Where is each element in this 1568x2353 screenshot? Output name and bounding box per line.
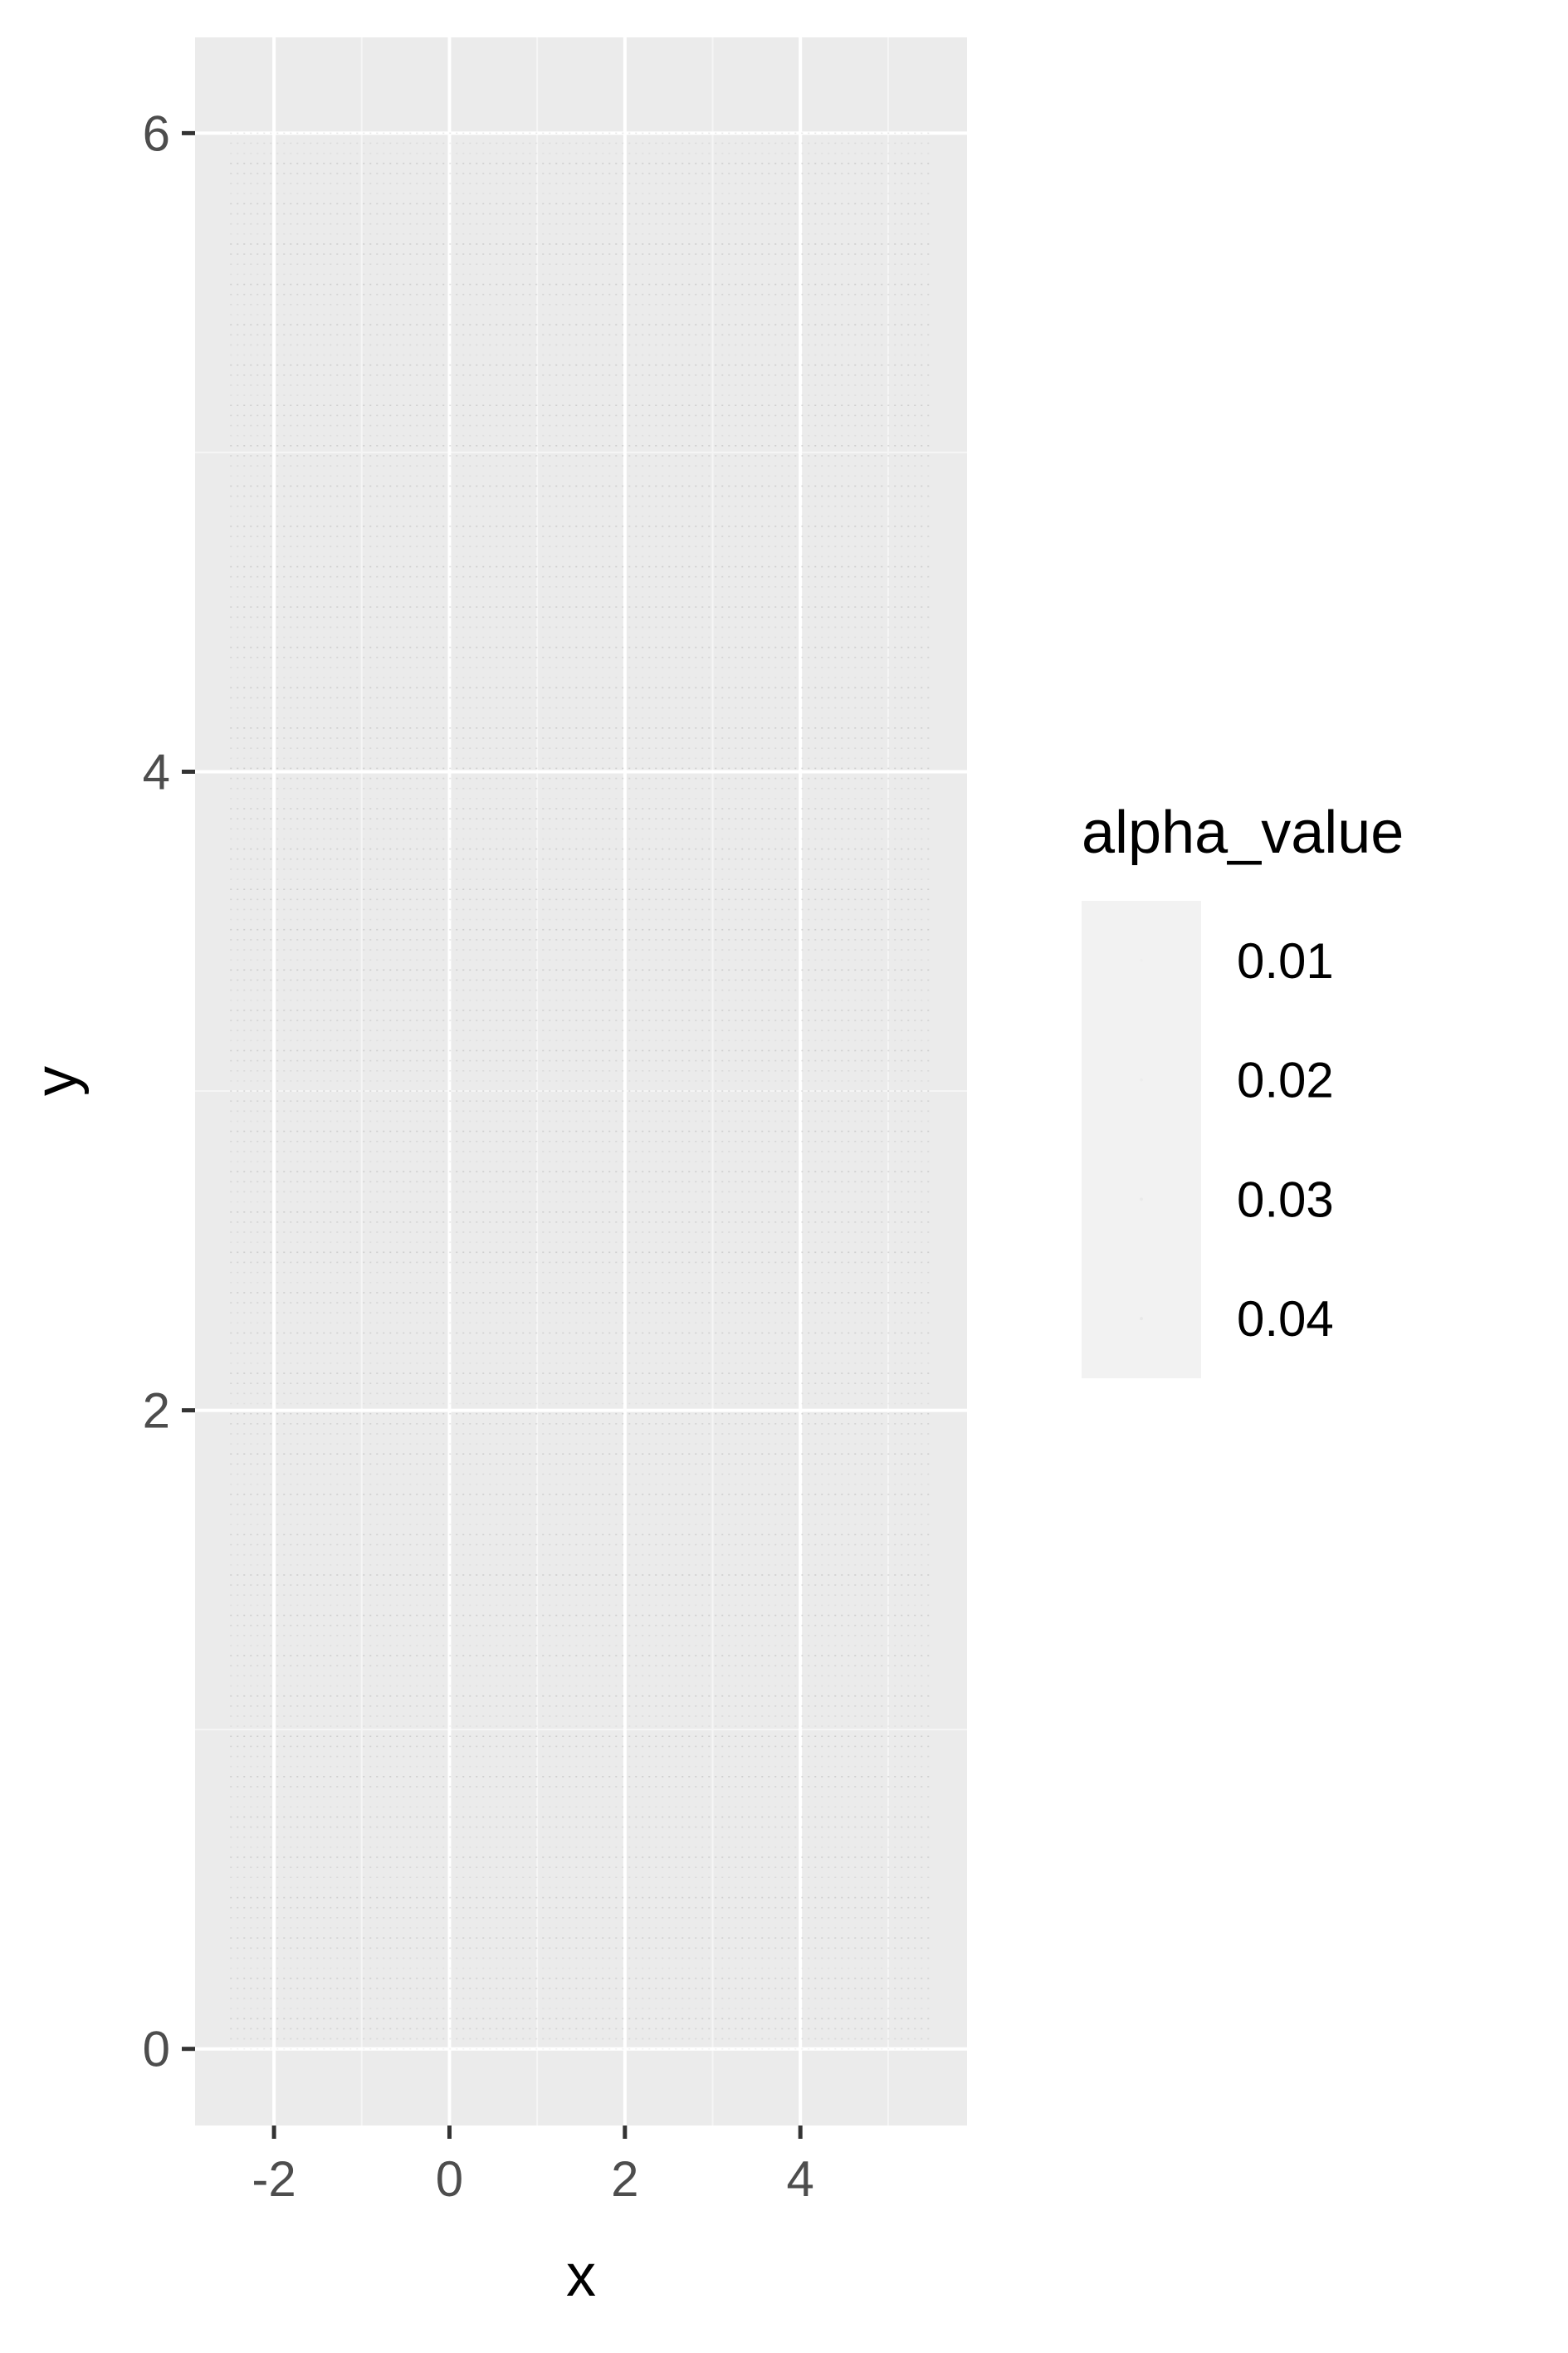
y-tick-label: 6 [143, 105, 170, 161]
y-axis-title: y [23, 1066, 90, 1096]
legend: alpha_value 0.01 0.02 0.03 0.04 [1082, 800, 1404, 1378]
major-grid [195, 37, 967, 2126]
legend-key-point [1140, 1317, 1143, 1321]
legend-label: 0.03 [1237, 1172, 1334, 1227]
x-tick-label: 0 [436, 2151, 463, 2207]
plot-panel [195, 37, 967, 2126]
point-layer [230, 132, 932, 2050]
legend-label: 0.01 [1237, 933, 1334, 989]
legend-key-point [1140, 959, 1143, 962]
legend-title: alpha_value [1082, 800, 1404, 866]
y-tick-label: 0 [143, 2022, 170, 2077]
y-tick-label: 2 [143, 1383, 170, 1439]
minor-grid [195, 37, 967, 2126]
x-tick-label: 4 [787, 2151, 814, 2207]
legend-label: 0.02 [1237, 1053, 1334, 1108]
legend-label: 0.04 [1237, 1291, 1334, 1347]
y-tick-label: 4 [143, 744, 170, 800]
legend-entries: 0.01 0.02 0.03 0.04 [1140, 933, 1334, 1347]
x-axis-title: x [566, 2243, 596, 2309]
legend-key-point [1140, 1197, 1143, 1201]
x-tick-label: -2 [252, 2151, 296, 2207]
legend-key-panel [1082, 901, 1201, 1378]
axes: -2 0 2 4 0 2 4 6 [143, 105, 814, 2207]
x-tick-label: 2 [611, 2151, 638, 2207]
legend-key-point [1140, 1079, 1143, 1082]
